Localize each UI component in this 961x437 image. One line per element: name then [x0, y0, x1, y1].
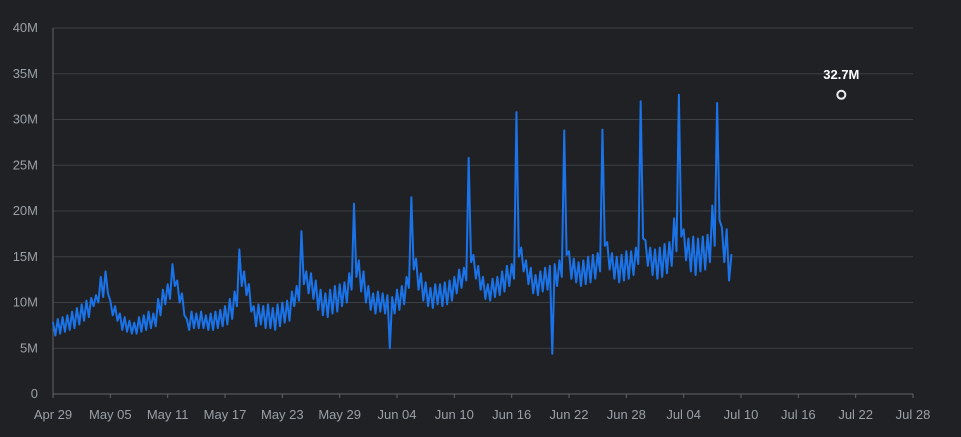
- annotation-layer: 32.7M: [823, 67, 859, 100]
- peak-value-label: 32.7M: [823, 67, 859, 82]
- y-tick-label: 10M: [13, 295, 38, 310]
- y-tick-label: 5M: [20, 340, 38, 355]
- y-tick-label: 20M: [13, 203, 38, 218]
- x-tick-label: Jul 04: [666, 407, 701, 422]
- x-tick-label: Jun 10: [435, 407, 474, 422]
- y-tick-label: 30M: [13, 112, 38, 127]
- x-tick-label: May 05: [89, 407, 132, 422]
- x-tick-label: Jun 04: [377, 407, 416, 422]
- grid-layer: [53, 27, 913, 395]
- x-tick-label: Jun 22: [549, 407, 588, 422]
- x-tick-label: Jul 10: [724, 407, 759, 422]
- x-tick-label: Jun 28: [607, 407, 646, 422]
- x-tick-label: May 29: [318, 407, 361, 422]
- peak-marker: [836, 89, 847, 100]
- series-line: [52, 93, 733, 355]
- series-layer: [52, 93, 733, 355]
- x-tick-label: Jul 28: [896, 407, 931, 422]
- y-tick-label: 0: [31, 386, 38, 401]
- x-tick-label: May 23: [261, 407, 304, 422]
- axis-layer: 0 5M 10M 15M 20M 25M 30M 35M 40M Apr 29 May 05 May …: [13, 20, 931, 422]
- x-tick-label: Jul 22: [838, 407, 873, 422]
- x-tick-label: Jun 16: [492, 407, 531, 422]
- x-tick-label: May 17: [204, 407, 247, 422]
- y-tick-label: 25M: [13, 157, 38, 172]
- y-tick-label: 40M: [13, 20, 38, 35]
- x-tick-label: May 11: [147, 407, 189, 422]
- x-tick-label: Jul 16: [781, 407, 816, 422]
- y-tick-label: 15M: [13, 249, 38, 264]
- x-tick-label: Apr 29: [34, 407, 72, 422]
- y-tick-label: 35M: [13, 66, 38, 81]
